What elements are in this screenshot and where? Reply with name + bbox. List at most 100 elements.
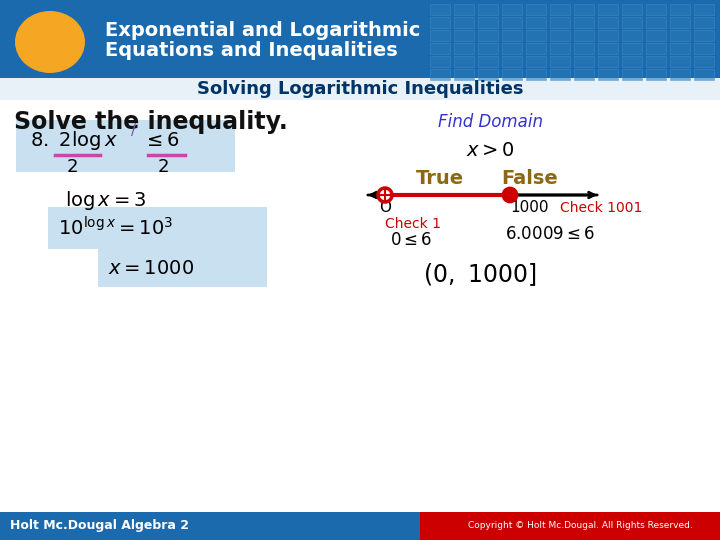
FancyBboxPatch shape (478, 43, 498, 54)
FancyBboxPatch shape (454, 56, 474, 67)
Text: $2$: $2$ (157, 158, 169, 176)
FancyBboxPatch shape (646, 43, 666, 54)
FancyBboxPatch shape (574, 4, 594, 15)
FancyBboxPatch shape (670, 43, 690, 54)
FancyBboxPatch shape (502, 56, 522, 67)
FancyBboxPatch shape (478, 56, 498, 67)
FancyBboxPatch shape (646, 69, 666, 80)
FancyBboxPatch shape (694, 4, 714, 15)
FancyBboxPatch shape (550, 69, 570, 80)
FancyBboxPatch shape (430, 4, 450, 15)
Text: O: O (379, 200, 391, 215)
Circle shape (503, 188, 517, 202)
Text: $\log x = 3$: $\log x = 3$ (65, 188, 146, 212)
FancyBboxPatch shape (550, 17, 570, 28)
Text: $x > 0$: $x > 0$ (466, 140, 515, 159)
FancyBboxPatch shape (694, 43, 714, 54)
Text: $0 \leq 6$: $0 \leq 6$ (390, 231, 433, 249)
Text: $x = 1000$: $x = 1000$ (108, 259, 194, 278)
FancyBboxPatch shape (454, 4, 474, 15)
Text: $(0,\ 1000]$: $(0,\ 1000]$ (423, 261, 536, 288)
FancyBboxPatch shape (574, 43, 594, 54)
FancyBboxPatch shape (526, 4, 546, 15)
FancyBboxPatch shape (98, 248, 267, 287)
FancyBboxPatch shape (478, 17, 498, 28)
FancyBboxPatch shape (550, 43, 570, 54)
Circle shape (378, 188, 392, 202)
FancyBboxPatch shape (670, 4, 690, 15)
FancyBboxPatch shape (598, 30, 618, 41)
FancyBboxPatch shape (526, 17, 546, 28)
FancyBboxPatch shape (502, 30, 522, 41)
FancyBboxPatch shape (430, 69, 450, 80)
FancyBboxPatch shape (454, 17, 474, 28)
Text: $10^{\log x} = 10^3$: $10^{\log x} = 10^3$ (58, 217, 173, 240)
FancyBboxPatch shape (598, 17, 618, 28)
FancyBboxPatch shape (526, 43, 546, 54)
FancyBboxPatch shape (598, 56, 618, 67)
FancyBboxPatch shape (574, 17, 594, 28)
FancyBboxPatch shape (598, 43, 618, 54)
Text: $/$: $/$ (130, 122, 137, 138)
FancyBboxPatch shape (502, 69, 522, 80)
FancyBboxPatch shape (694, 30, 714, 41)
FancyBboxPatch shape (454, 30, 474, 41)
Text: Equations and Inequalities: Equations and Inequalities (105, 40, 397, 59)
Text: Holt Mc.Dougal Algebra 2: Holt Mc.Dougal Algebra 2 (10, 519, 189, 532)
Text: Solve the inequality.: Solve the inequality. (14, 110, 288, 134)
FancyBboxPatch shape (454, 43, 474, 54)
Text: $8.\ 2\log x$: $8.\ 2\log x$ (30, 129, 118, 152)
FancyBboxPatch shape (420, 512, 720, 540)
FancyBboxPatch shape (694, 17, 714, 28)
FancyBboxPatch shape (526, 69, 546, 80)
FancyBboxPatch shape (622, 30, 642, 41)
FancyBboxPatch shape (622, 17, 642, 28)
FancyBboxPatch shape (574, 30, 594, 41)
Text: 1000: 1000 (510, 200, 549, 215)
FancyBboxPatch shape (646, 4, 666, 15)
FancyBboxPatch shape (670, 56, 690, 67)
FancyBboxPatch shape (622, 69, 642, 80)
FancyBboxPatch shape (526, 56, 546, 67)
FancyBboxPatch shape (622, 4, 642, 15)
FancyBboxPatch shape (574, 69, 594, 80)
FancyBboxPatch shape (646, 56, 666, 67)
FancyBboxPatch shape (598, 4, 618, 15)
FancyBboxPatch shape (430, 56, 450, 67)
FancyBboxPatch shape (526, 30, 546, 41)
FancyBboxPatch shape (0, 78, 720, 100)
FancyBboxPatch shape (670, 17, 690, 28)
FancyBboxPatch shape (0, 512, 720, 540)
Text: Find Domain: Find Domain (438, 113, 542, 131)
Text: Solving Logarithmic Inequalities: Solving Logarithmic Inequalities (197, 80, 523, 98)
Text: True: True (416, 168, 464, 187)
Text: $\leq 6$: $\leq 6$ (143, 131, 180, 150)
FancyBboxPatch shape (550, 4, 570, 15)
Text: $6.0009 \leq 6$: $6.0009 \leq 6$ (505, 225, 595, 243)
FancyBboxPatch shape (478, 69, 498, 80)
FancyBboxPatch shape (622, 43, 642, 54)
FancyBboxPatch shape (550, 30, 570, 41)
FancyBboxPatch shape (0, 0, 720, 85)
FancyBboxPatch shape (598, 69, 618, 80)
Text: Exponential and Logarithmic: Exponential and Logarithmic (105, 21, 420, 39)
FancyBboxPatch shape (502, 43, 522, 54)
FancyBboxPatch shape (16, 120, 235, 172)
FancyBboxPatch shape (694, 56, 714, 67)
Text: Copyright © Holt Mc.Dougal. All Rights Reserved.: Copyright © Holt Mc.Dougal. All Rights R… (467, 522, 693, 530)
FancyBboxPatch shape (646, 30, 666, 41)
FancyBboxPatch shape (646, 17, 666, 28)
Text: Check 1: Check 1 (385, 217, 441, 231)
FancyBboxPatch shape (430, 43, 450, 54)
FancyBboxPatch shape (670, 30, 690, 41)
Text: $2$: $2$ (66, 158, 78, 176)
FancyBboxPatch shape (430, 30, 450, 41)
FancyBboxPatch shape (478, 4, 498, 15)
FancyBboxPatch shape (694, 69, 714, 80)
FancyBboxPatch shape (670, 69, 690, 80)
FancyBboxPatch shape (550, 56, 570, 67)
Text: Check 1001: Check 1001 (560, 201, 642, 215)
FancyBboxPatch shape (48, 207, 267, 249)
FancyBboxPatch shape (430, 17, 450, 28)
Text: False: False (502, 168, 559, 187)
